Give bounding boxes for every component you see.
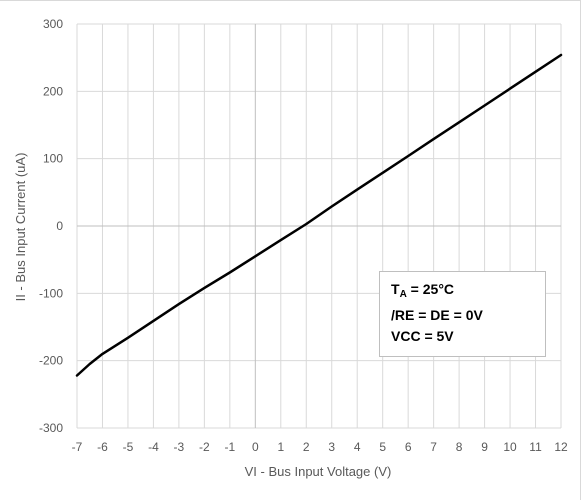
y-tick-label: 0 [56, 219, 63, 233]
y-tick-label: 100 [43, 152, 63, 166]
y-tick-label: 200 [43, 84, 63, 98]
conditions-annotation: TA = 25°C /RE = DE = 0V VCC = 5V [379, 271, 546, 357]
y-tick-label: -100 [39, 286, 63, 300]
y-tick-label: 300 [43, 17, 63, 31]
x-axis-title: VI - Bus Input Voltage (V) [245, 464, 392, 479]
x-tick-label: -5 [123, 440, 134, 454]
x-tick-label: -1 [225, 440, 236, 454]
x-tick-label: -4 [148, 440, 159, 454]
x-tick-label: -3 [174, 440, 185, 454]
x-tick-label: -7 [72, 440, 83, 454]
series-group [75, 53, 563, 377]
x-tick-label: 9 [481, 440, 488, 454]
annotation-line-vcc: VCC = 5V [391, 328, 454, 344]
x-tick-label: 7 [430, 440, 437, 454]
series-line [75, 53, 563, 377]
y-tick-label: -300 [39, 421, 63, 435]
annotation-line-enable: /RE = DE = 0V [391, 307, 483, 323]
x-tick-label: 8 [456, 440, 463, 454]
y-axis-title: II - Bus Input Current (uA) [13, 153, 28, 302]
x-tick-label: 12 [554, 440, 568, 454]
x-tick-label: 11 [529, 440, 542, 454]
y-tick-labels: -300 -200 -100 0 100 200 300 [39, 17, 63, 435]
x-tick-label: 4 [354, 440, 361, 454]
annotation-line-temperature: TA = 25°C [391, 281, 455, 300]
x-tick-label: -6 [97, 440, 108, 454]
y-tick-label: -200 [39, 354, 63, 368]
x-tick-label: 0 [252, 440, 259, 454]
x-tick-label: 1 [277, 440, 284, 454]
x-tick-label: 6 [405, 440, 412, 454]
x-tick-label: 3 [328, 440, 335, 454]
x-tick-label: 5 [379, 440, 386, 454]
zero-axis-lines [77, 24, 561, 428]
x-tick-label: 10 [503, 440, 517, 454]
x-tick-label: -2 [199, 440, 210, 454]
x-tick-label: 2 [303, 440, 310, 454]
x-tick-labels: -7 -6 -5 -4 -3 -2 -1 0 1 2 3 4 5 6 7 8 9 10 11 12 [72, 440, 568, 454]
